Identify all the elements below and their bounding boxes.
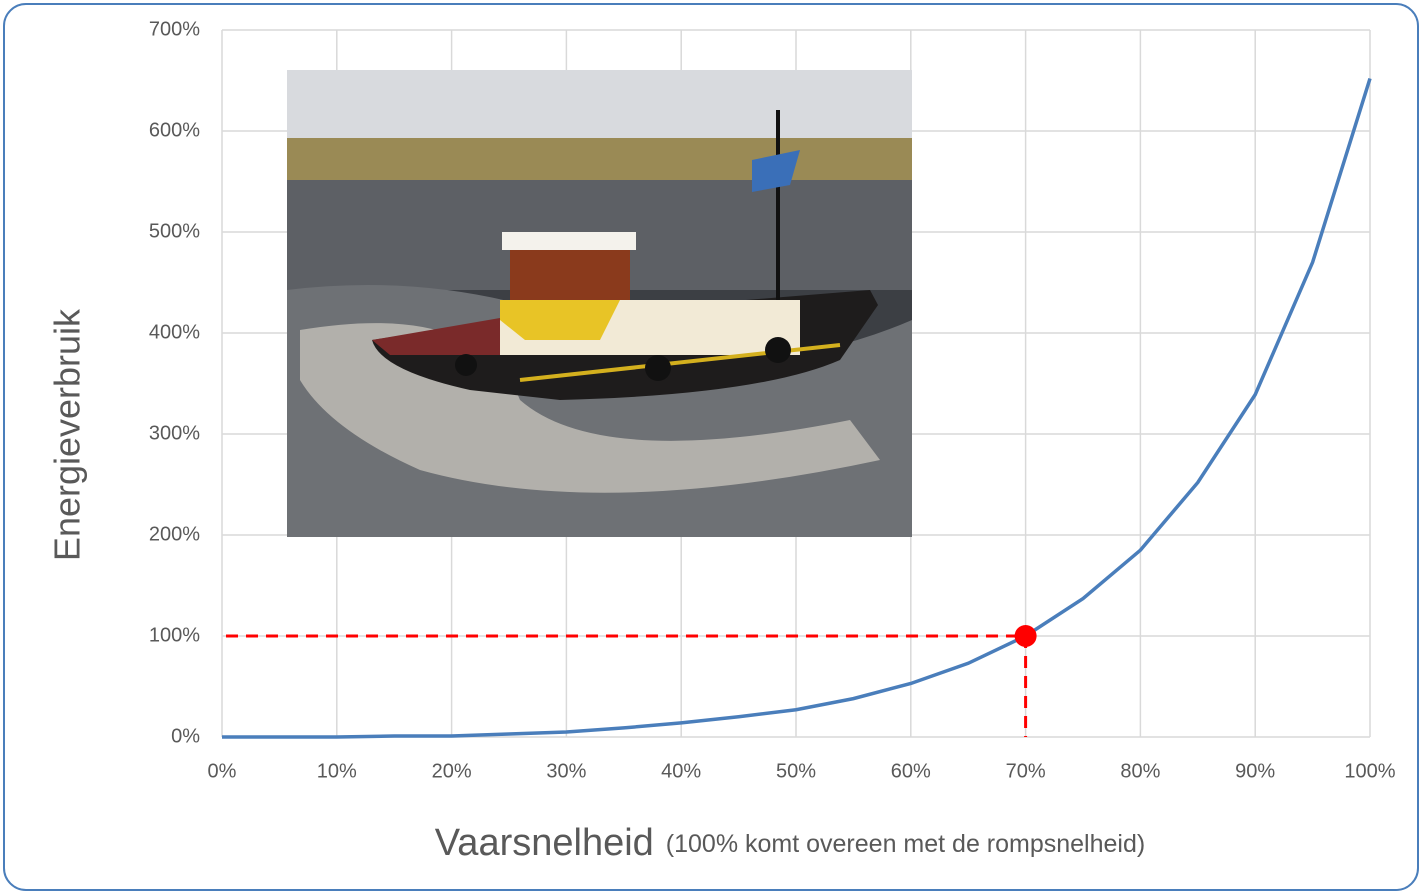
y-tick-label: 0% — [171, 725, 200, 747]
y-tick-label: 100% — [149, 624, 200, 646]
chart: Energieverbruik Vaarsnelheid (100% komt o… — [0, 0, 1422, 894]
x-tick-label: 20% — [432, 760, 472, 782]
x-tick-label: 40% — [661, 760, 701, 782]
y-tick-label: 600% — [149, 119, 200, 141]
y-tick-label: 400% — [149, 321, 200, 343]
x-tick-label: 70% — [1006, 760, 1046, 782]
highlight-point — [1015, 625, 1037, 647]
boat-photo — [287, 70, 912, 537]
x-tick-label: 80% — [1120, 760, 1160, 782]
x-tick-label: 90% — [1235, 760, 1275, 782]
x-tick-label: 10% — [317, 760, 357, 782]
x-tick-label: 100% — [1344, 760, 1395, 782]
y-axis-label: Energieverbruik — [47, 308, 88, 561]
x-tick-label: 50% — [776, 760, 816, 782]
x-label-note: (100% komt overeen met de rompsnelheid) — [666, 830, 1145, 858]
y-tick-label: 700% — [149, 18, 200, 40]
x-label-main: Vaarsnelheid — [435, 822, 654, 864]
y-tick-label: 500% — [149, 220, 200, 242]
y-tick-label: 200% — [149, 523, 200, 545]
x-tick-label: 30% — [546, 760, 586, 782]
x-tick-label: 60% — [891, 760, 931, 782]
y-tick-label: 300% — [149, 422, 200, 444]
x-tick-label: 0% — [208, 760, 237, 782]
